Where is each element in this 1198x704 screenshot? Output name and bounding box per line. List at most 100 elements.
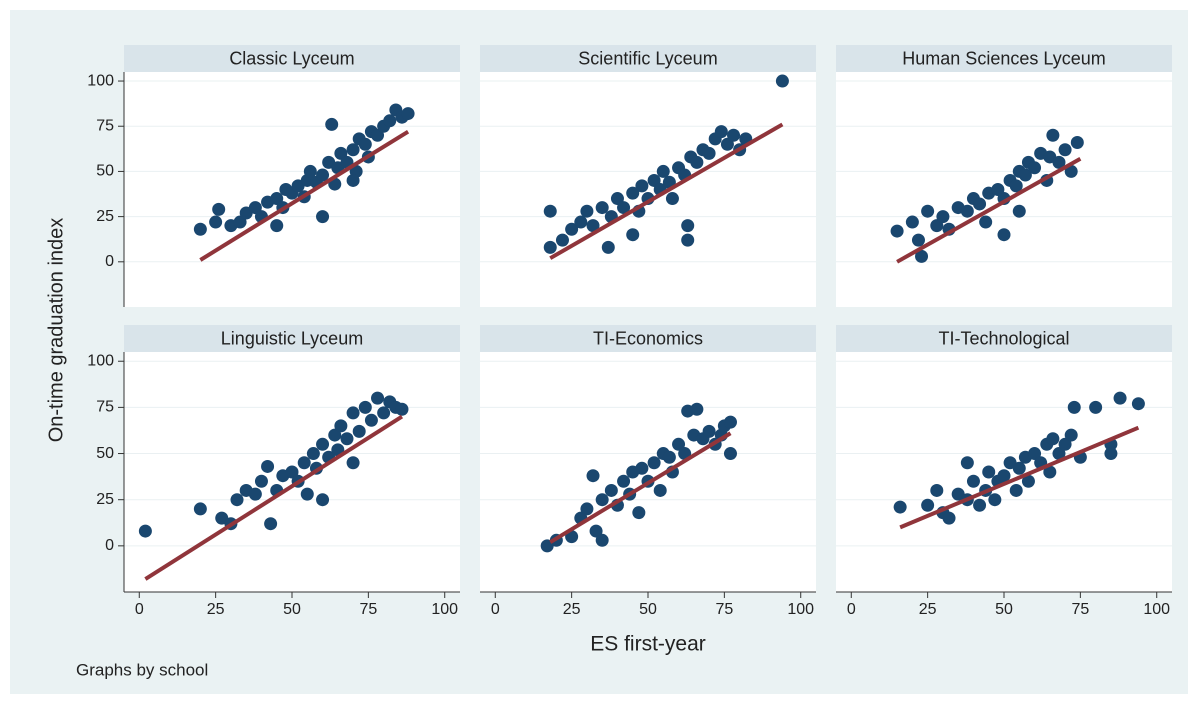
point (656, 164, 670, 178)
point (1064, 164, 1078, 178)
point (930, 483, 944, 497)
point (595, 201, 609, 215)
point (586, 469, 600, 483)
x-tick-label: 50 (639, 601, 657, 618)
point (254, 474, 268, 488)
point (270, 219, 284, 233)
point (921, 204, 935, 218)
point (1104, 447, 1118, 461)
point (358, 400, 372, 414)
point (1009, 179, 1023, 193)
point (1052, 155, 1066, 169)
y-tick-label: 75 (96, 117, 114, 134)
point (352, 424, 366, 438)
point (1046, 128, 1060, 142)
fit-line (144, 414, 404, 581)
x-axis-label: ES first-year (590, 633, 706, 656)
point (942, 511, 956, 525)
point (316, 210, 330, 224)
x-tick-label: 75 (359, 601, 377, 618)
point (334, 419, 348, 433)
panel-title: Human Sciences Lyceum (902, 48, 1105, 68)
point (1012, 461, 1026, 475)
note: Graphs by school (76, 660, 208, 679)
panel-header (124, 325, 460, 352)
point (377, 406, 391, 420)
point (1028, 161, 1042, 175)
y-tick-label: 0 (105, 253, 114, 270)
point (230, 493, 244, 507)
point (565, 222, 579, 236)
point (979, 215, 993, 229)
point (626, 228, 640, 242)
point (681, 233, 695, 247)
plot-region (480, 352, 816, 592)
point (617, 474, 631, 488)
point (1043, 465, 1057, 479)
x-tick-label: 75 (1071, 601, 1089, 618)
x-tick-label: 0 (847, 601, 856, 618)
y-tick-label: 50 (96, 445, 114, 462)
point (973, 498, 987, 512)
point (543, 204, 557, 218)
panel-header (480, 325, 816, 352)
point (988, 493, 1002, 507)
point (595, 493, 609, 507)
point (604, 483, 618, 497)
x-tick-label: 100 (1143, 601, 1170, 618)
point (261, 459, 275, 473)
fit-line (199, 129, 410, 262)
point (300, 487, 314, 501)
x-tick-label: 25 (919, 601, 937, 618)
point (248, 487, 262, 501)
point (662, 450, 676, 464)
y-tick-label: 75 (96, 399, 114, 416)
y-tick-label: 0 (105, 537, 114, 554)
point (727, 128, 741, 142)
point (617, 201, 631, 215)
point (690, 155, 704, 169)
point (297, 456, 311, 470)
point (589, 524, 603, 538)
point (702, 424, 716, 438)
point (921, 498, 935, 512)
point (346, 406, 360, 420)
point (586, 219, 600, 233)
x-tick-label: 0 (135, 601, 144, 618)
point (1012, 204, 1026, 218)
point (632, 506, 646, 520)
point (383, 114, 397, 128)
point (285, 465, 299, 479)
point (905, 215, 919, 229)
point (316, 437, 330, 451)
point (264, 517, 278, 531)
point (702, 146, 716, 160)
fit-line (549, 122, 784, 260)
point (1018, 168, 1032, 182)
point (395, 402, 409, 416)
panel-title: Classic Lyceum (229, 48, 354, 68)
point (997, 469, 1011, 483)
point (212, 202, 226, 216)
point (328, 428, 342, 442)
y-tick-label: 100 (87, 72, 114, 89)
point (723, 415, 737, 429)
panel-title: TI-Economics (593, 328, 703, 348)
panel-header (836, 45, 1172, 72)
point (574, 215, 588, 229)
y-tick-label: 100 (87, 352, 114, 369)
y-tick-label: 50 (96, 163, 114, 180)
point (653, 483, 667, 497)
point (982, 465, 996, 479)
point (665, 192, 679, 206)
point (340, 432, 354, 446)
point (1046, 432, 1060, 446)
point (672, 437, 686, 451)
fit-line (899, 425, 1140, 530)
point (1070, 136, 1084, 149)
point (316, 168, 330, 182)
point (193, 222, 207, 236)
point (936, 210, 950, 224)
point (1028, 447, 1042, 461)
